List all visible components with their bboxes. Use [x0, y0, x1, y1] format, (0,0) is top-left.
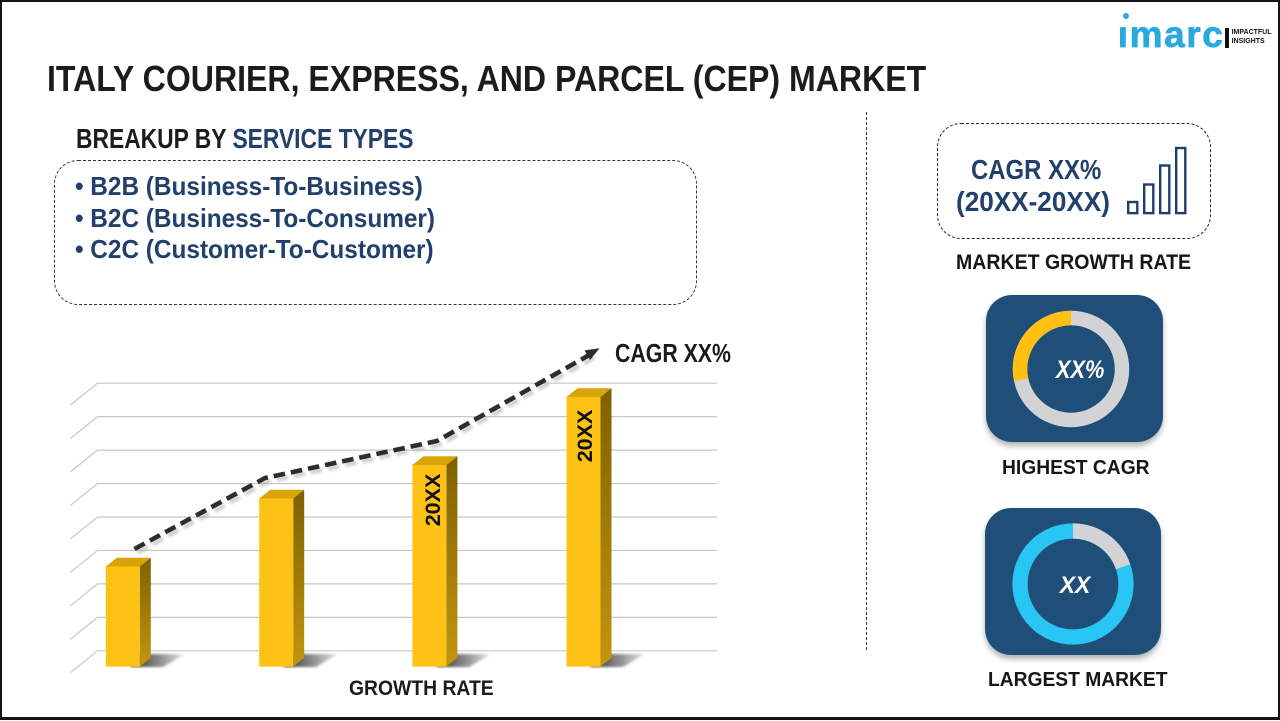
svg-text:20XX: 20XX: [421, 473, 445, 526]
svg-text:XX: XX: [1058, 572, 1092, 599]
svg-text:20XX: 20XX: [573, 409, 597, 462]
svg-text:XX%: XX%: [1054, 356, 1104, 384]
